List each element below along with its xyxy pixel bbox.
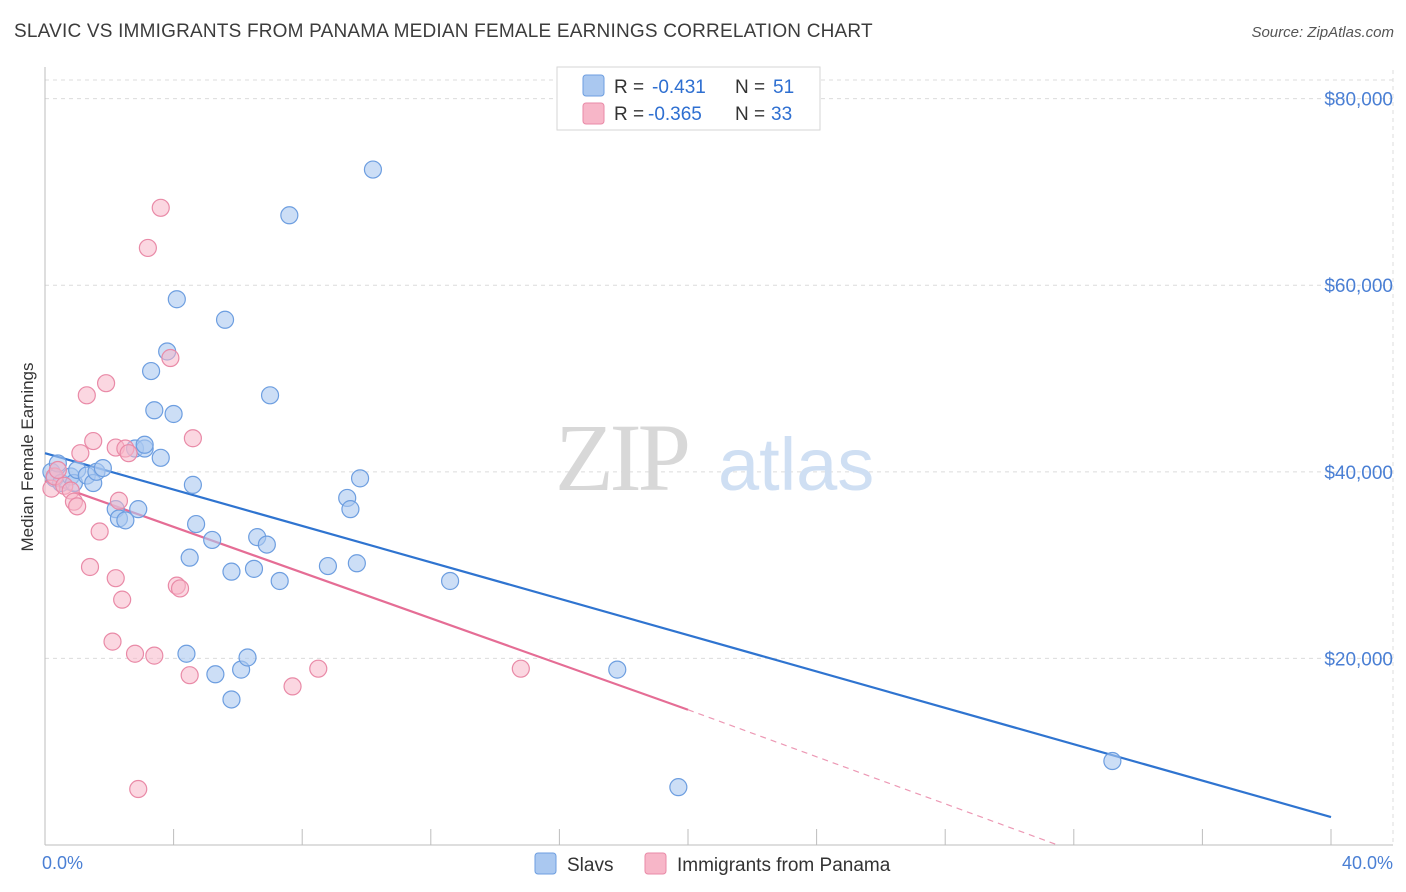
panama-point <box>129 779 148 799</box>
slavs-point <box>116 511 135 530</box>
panama-point <box>113 590 132 609</box>
slavs-point <box>341 500 360 519</box>
y-axis-title: Median Female Earnings <box>18 363 37 552</box>
x-tick-label-min: 0.0% <box>42 853 83 873</box>
slavs-point <box>347 554 366 573</box>
trend-line-panama-extension <box>687 709 1058 846</box>
y-tick-label: $60,000 <box>1324 276 1393 297</box>
slavs-point <box>203 530 222 550</box>
y-tick-labels: $20,000 $40,000 $60,000 $80,000 <box>1324 90 1393 671</box>
slavs-point <box>270 571 289 591</box>
bottom-legend-label-panama: Immigrants from Panama <box>677 855 891 876</box>
y-tick-label: $80,000 <box>1324 90 1393 111</box>
slavs-point <box>363 160 383 179</box>
slavs-point <box>167 290 186 309</box>
panama-point <box>183 429 202 448</box>
slavs-point <box>238 648 257 667</box>
panama-point <box>180 666 199 685</box>
panama-point <box>84 431 103 451</box>
slavs-point <box>129 500 148 519</box>
slavs-point <box>608 660 627 679</box>
slavs-point <box>222 562 241 581</box>
slavs-point <box>280 206 299 225</box>
slavs-point <box>318 556 338 576</box>
panama-point <box>151 198 170 217</box>
panama-point <box>161 348 180 368</box>
panama-point <box>119 444 138 463</box>
legend-n-value-slavs: 51 <box>773 77 794 98</box>
panama-point <box>170 579 190 598</box>
legend-n-label-panama: N = <box>735 104 765 125</box>
watermark-atlas: atlas <box>718 423 874 506</box>
panama-point <box>145 646 164 665</box>
slavs-point <box>180 548 199 567</box>
panama-point <box>48 460 67 480</box>
legend-r-label-slavs: R = <box>614 77 644 98</box>
bottom-legend: Slavs Immigrants from Panama <box>534 852 891 876</box>
panama-point <box>125 644 145 663</box>
slavs-point <box>260 386 280 405</box>
legend-r-label-panama: R = <box>614 104 644 125</box>
panama-point <box>138 238 157 258</box>
slavs-point <box>187 514 206 534</box>
legend-r-value-panama: -0.365 <box>648 104 702 125</box>
slavs-point <box>222 690 241 709</box>
x-tick-label-max: 40.0% <box>1342 853 1393 873</box>
slavs-point <box>206 665 225 684</box>
panama-point <box>511 659 530 678</box>
legend-n-value-panama: 33 <box>771 104 792 125</box>
slavs-point <box>93 458 112 478</box>
legend: R = -0.431 N = 51 R = -0.365 N = 33 <box>556 66 821 131</box>
x-tick-labels: 0.0% 40.0% <box>42 853 1393 873</box>
slavs-point <box>350 469 370 488</box>
panama-point <box>309 659 328 678</box>
y-tick-label: $40,000 <box>1324 463 1393 484</box>
bottom-legend-swatch-slavs <box>534 852 557 875</box>
slavs-point <box>151 448 170 467</box>
legend-swatch-panama <box>582 102 605 125</box>
panama-point <box>103 632 122 651</box>
slavs-point <box>164 404 183 424</box>
slavs-point <box>135 435 154 454</box>
bottom-legend-label-slavs: Slavs <box>567 855 613 876</box>
slavs-point <box>440 571 460 591</box>
slavs-point <box>183 475 202 494</box>
slavs-point <box>215 310 235 329</box>
watermark-zip: ZIP <box>555 404 688 511</box>
trend-line-slavs <box>44 452 1332 819</box>
panama-points <box>42 198 530 799</box>
panama-point <box>90 522 109 541</box>
slavs-point <box>669 778 688 797</box>
axes <box>44 67 1393 846</box>
panama-point <box>80 557 100 577</box>
slavs-point <box>1103 751 1122 771</box>
panama-point <box>68 497 87 516</box>
grid-lines <box>45 70 1394 845</box>
legend-swatch-slavs <box>582 74 605 97</box>
panama-point <box>109 491 129 510</box>
trend-lines <box>44 452 1332 846</box>
legend-n-label-slavs: N = <box>735 77 765 98</box>
panama-point <box>71 444 90 463</box>
slavs-point <box>145 401 164 420</box>
slavs-point <box>141 361 161 381</box>
panama-point <box>77 386 96 405</box>
watermark: ZIP atlas <box>555 404 874 511</box>
slavs-point <box>257 535 276 554</box>
panama-point <box>96 374 116 393</box>
slavs-point <box>177 644 196 663</box>
chart-title: SLAVIC VS IMMIGRANTS FROM PANAMA MEDIAN … <box>14 21 873 42</box>
bottom-legend-swatch-panama <box>644 852 667 875</box>
y-tick-label: $20,000 <box>1324 649 1393 670</box>
panama-point <box>283 677 302 696</box>
legend-r-value-slavs: -0.431 <box>652 77 706 98</box>
source-credit: Source: ZipAtlas.com <box>1251 24 1394 41</box>
trend-line-panama <box>44 480 689 711</box>
panama-point <box>106 569 125 588</box>
slavs-point <box>244 559 264 578</box>
